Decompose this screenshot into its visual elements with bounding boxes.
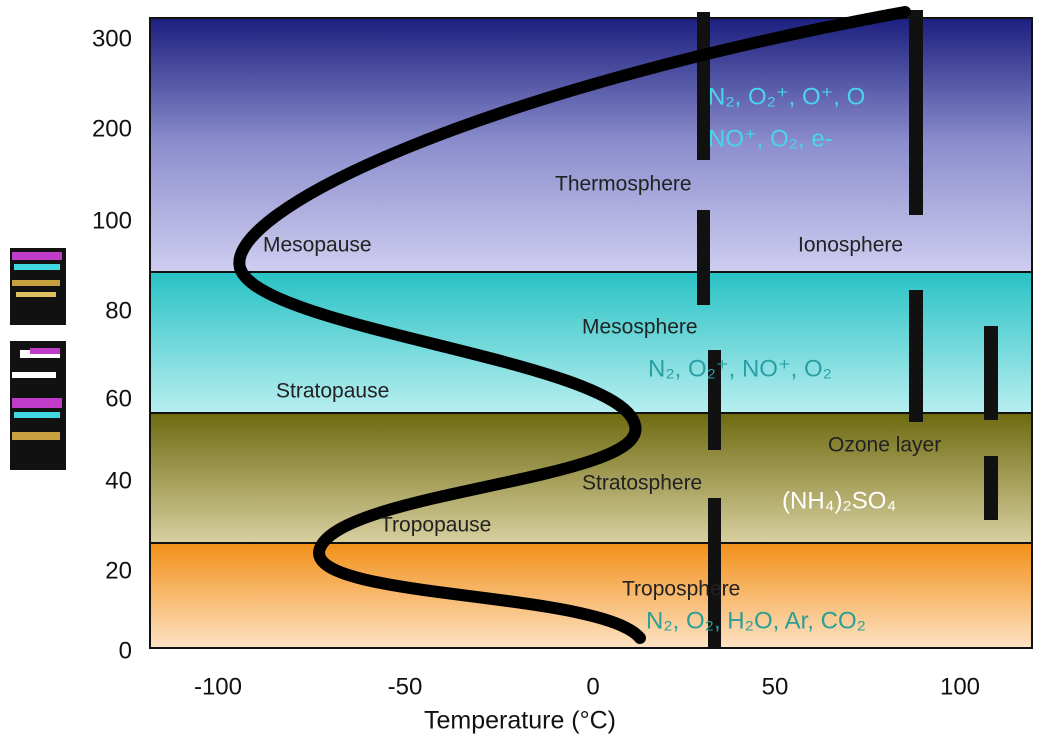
y-tick-label: 80	[105, 297, 132, 324]
x-tick-label: -100	[194, 673, 242, 700]
species-label: N₂, O₂⁺, NO⁺, O₂	[648, 355, 832, 382]
layer-label: Stratosphere	[582, 472, 702, 495]
y-tick-label: 200	[92, 115, 132, 142]
layer-label: Ozone layer	[828, 434, 941, 457]
layer-label: Stratopause	[276, 380, 389, 403]
species-label: N₂, O₂⁺, O⁺, O	[708, 83, 865, 110]
y-tick-label: 0	[119, 637, 132, 664]
layer-label: Ionosphere	[798, 234, 903, 257]
y-tick-label: 40	[105, 467, 132, 494]
troposphere-band	[150, 543, 1032, 648]
x-axis-label: Temperature (°C)	[424, 707, 616, 735]
layer-label: Tropopause	[380, 514, 491, 537]
species-label: (NH₄)₂SO₄	[782, 487, 896, 514]
species-label: NO⁺, O₂, e-	[708, 125, 833, 152]
layer-label: Troposphere	[622, 578, 740, 601]
x-tick-label: 50	[762, 673, 789, 700]
page: Thermosphere Mesopause Ionosphere Mesosp…	[0, 0, 1041, 740]
diagram: Thermosphere Mesopause Ionosphere Mesosp…	[0, 0, 1041, 740]
layer-label: Mesopause	[263, 234, 372, 257]
y-tick-label: 20	[105, 557, 132, 584]
x-tick-label: -50	[388, 673, 423, 700]
x-tick-label: 0	[586, 673, 599, 700]
y-tick-label: 60	[105, 385, 132, 412]
y-tick-label: 100	[92, 207, 132, 234]
layer-label: Thermosphere	[555, 173, 692, 196]
thumbnail	[10, 248, 66, 470]
y-tick-label: 300	[92, 25, 132, 52]
layer-label: Mesosphere	[582, 316, 698, 339]
species-label: N₂, O₂, H₂O, Ar, CO₂	[646, 607, 866, 634]
x-tick-label: 100	[940, 673, 980, 700]
